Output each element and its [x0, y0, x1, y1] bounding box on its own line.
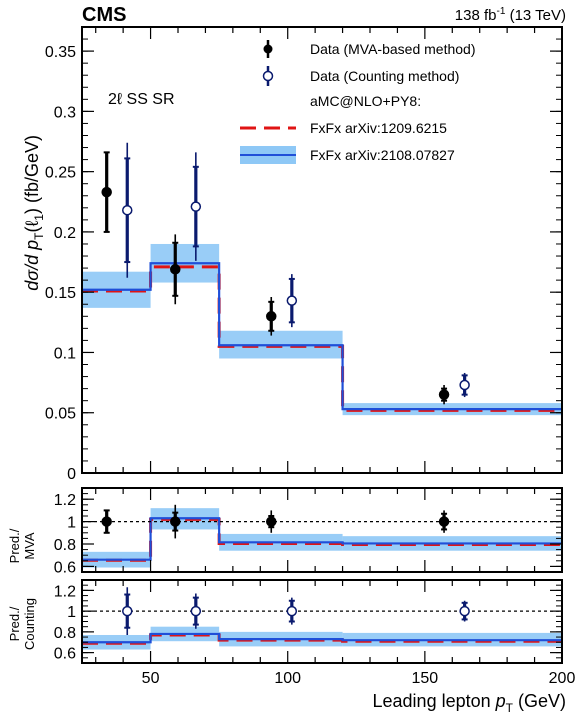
counting-data-point: [190, 605, 202, 617]
main-x-tickmarks: [95, 27, 563, 473]
fxfx-2108-uncertainty-band: [82, 243, 562, 416]
x-axis-ticks: 50 100 150 200: [95, 580, 576, 687]
y-tick-label: 0.35: [45, 44, 76, 61]
mva-data-point: [101, 186, 112, 198]
legend-fxfx-1209-label: FxFx arXiv:1209.6215: [310, 120, 447, 136]
ratio-mva-fxfx-2108-line: [82, 517, 562, 561]
energy-value: (13 TeV): [505, 7, 566, 24]
main-plot-frame: [81, 26, 563, 474]
lumi-value: 138 fb: [455, 7, 497, 24]
fxfx-2108-step-path: [82, 632, 562, 644]
legend-mva-label: Data (MVA-based method): [310, 41, 475, 57]
mva-data-point: [266, 311, 277, 322]
y-tick-label: 0.8: [54, 537, 76, 554]
legend-mva-marker: [263, 44, 273, 54]
fxfx-2108-step-line: [82, 262, 562, 411]
x-tick-label: 100: [274, 670, 301, 687]
ratio-mva-x-tickmarks: [95, 488, 563, 572]
counting-data-point: [122, 605, 133, 617]
ratio-counting-fxfx-2108-line: [82, 632, 562, 644]
y-tick-label: 1: [67, 515, 76, 532]
legend-counting-marker: [262, 70, 274, 82]
legend: Data (MVA-based method) Data (Counting m…: [240, 40, 475, 164]
x-tick-label: 200: [549, 670, 576, 687]
ratio-mva-band: [82, 508, 562, 568]
main-y-axis-label: dσ/d pT(ℓ1) (fb/GeV): [22, 135, 46, 291]
ratio-counting-points: [122, 587, 470, 635]
ratio-mva-panel: 0.6 0.8 1 1.2 Pred./MVA: [7, 487, 563, 576]
fxfx-2108-step-path: [82, 517, 562, 561]
counting-data-point: [190, 201, 202, 212]
main-panel: 0 0.05 0.1 0.15 0.2 0.25 0.3 0.35 2ℓ SS SR dσ/d…: [22, 26, 563, 483]
y-tick-label: 0.15: [45, 285, 76, 302]
ratio-counting-frame: [81, 579, 563, 664]
y-tick-label: 0.6: [54, 646, 76, 663]
x-axis-label: Leading lepton pT (GeV): [373, 691, 566, 715]
mva-data-point: [101, 516, 112, 527]
x-tick-label: 150: [412, 670, 439, 687]
y-tick-label: 0.1: [54, 345, 76, 362]
main-data-points: [101, 142, 470, 405]
y-tick-label: 0.25: [45, 165, 76, 182]
main-y-ticks: 0 0.05 0.1 0.15 0.2 0.25 0.3 0.35: [45, 26, 562, 483]
counting-data-point: [459, 379, 470, 391]
fxfx-2108-step-path: [82, 262, 562, 411]
y-tick-label: 0.3: [54, 104, 76, 121]
ratio-counting-panel: 0.6 0.8 1 1.2 50 100 150 200 Pred./Counting Le…: [7, 579, 576, 715]
ratio-counting-y-ticks: 0.6 0.8 1 1.2: [54, 579, 562, 664]
legend-counting-label: Data (Counting method): [310, 68, 459, 84]
y-tick-label: 0.2: [54, 225, 76, 242]
legend-fxfx-2108-label: FxFx arXiv:2108.07827: [310, 147, 455, 163]
legend-generator-label: aMC@NLO+PY8:: [310, 93, 421, 109]
region-label: 2ℓ SS SR: [108, 91, 175, 108]
y-tick-label: 1.2: [54, 583, 76, 600]
y-tick-label: 0.05: [45, 406, 76, 423]
ratio-mva-y-label: Pred./MVA: [7, 528, 37, 563]
counting-data-point: [286, 295, 298, 306]
mva-data-point: [266, 516, 277, 527]
counting-data-point: [286, 605, 298, 617]
y-tick-label: 0.6: [54, 559, 76, 576]
luminosity-label: 138 fb-1 (13 TeV): [455, 6, 566, 24]
mva-data-point: [170, 516, 181, 527]
experiment-label: CMS: [82, 4, 126, 26]
counting-data-point: [122, 204, 133, 216]
lumi-unit-exponent: -1: [497, 6, 506, 17]
y-tick-label: 0.8: [54, 625, 76, 642]
ratio-counting-y-label: Pred./Counting: [7, 598, 37, 650]
ratio-mva-points: [101, 504, 450, 539]
mva-data-point: [438, 389, 450, 400]
ratio-mva-frame: [81, 487, 563, 573]
ratio-mva-y-ticks: 0.6 0.8 1 1.2: [54, 487, 562, 576]
y-tick-label: 1: [67, 604, 76, 621]
y-tick-label: 1.2: [54, 492, 76, 509]
mva-data-point: [170, 264, 181, 275]
x-tick-label: 50: [142, 670, 160, 687]
counting-data-point: [459, 605, 470, 617]
mva-data-point: [438, 516, 450, 527]
y-tick-label: 0: [67, 466, 76, 483]
